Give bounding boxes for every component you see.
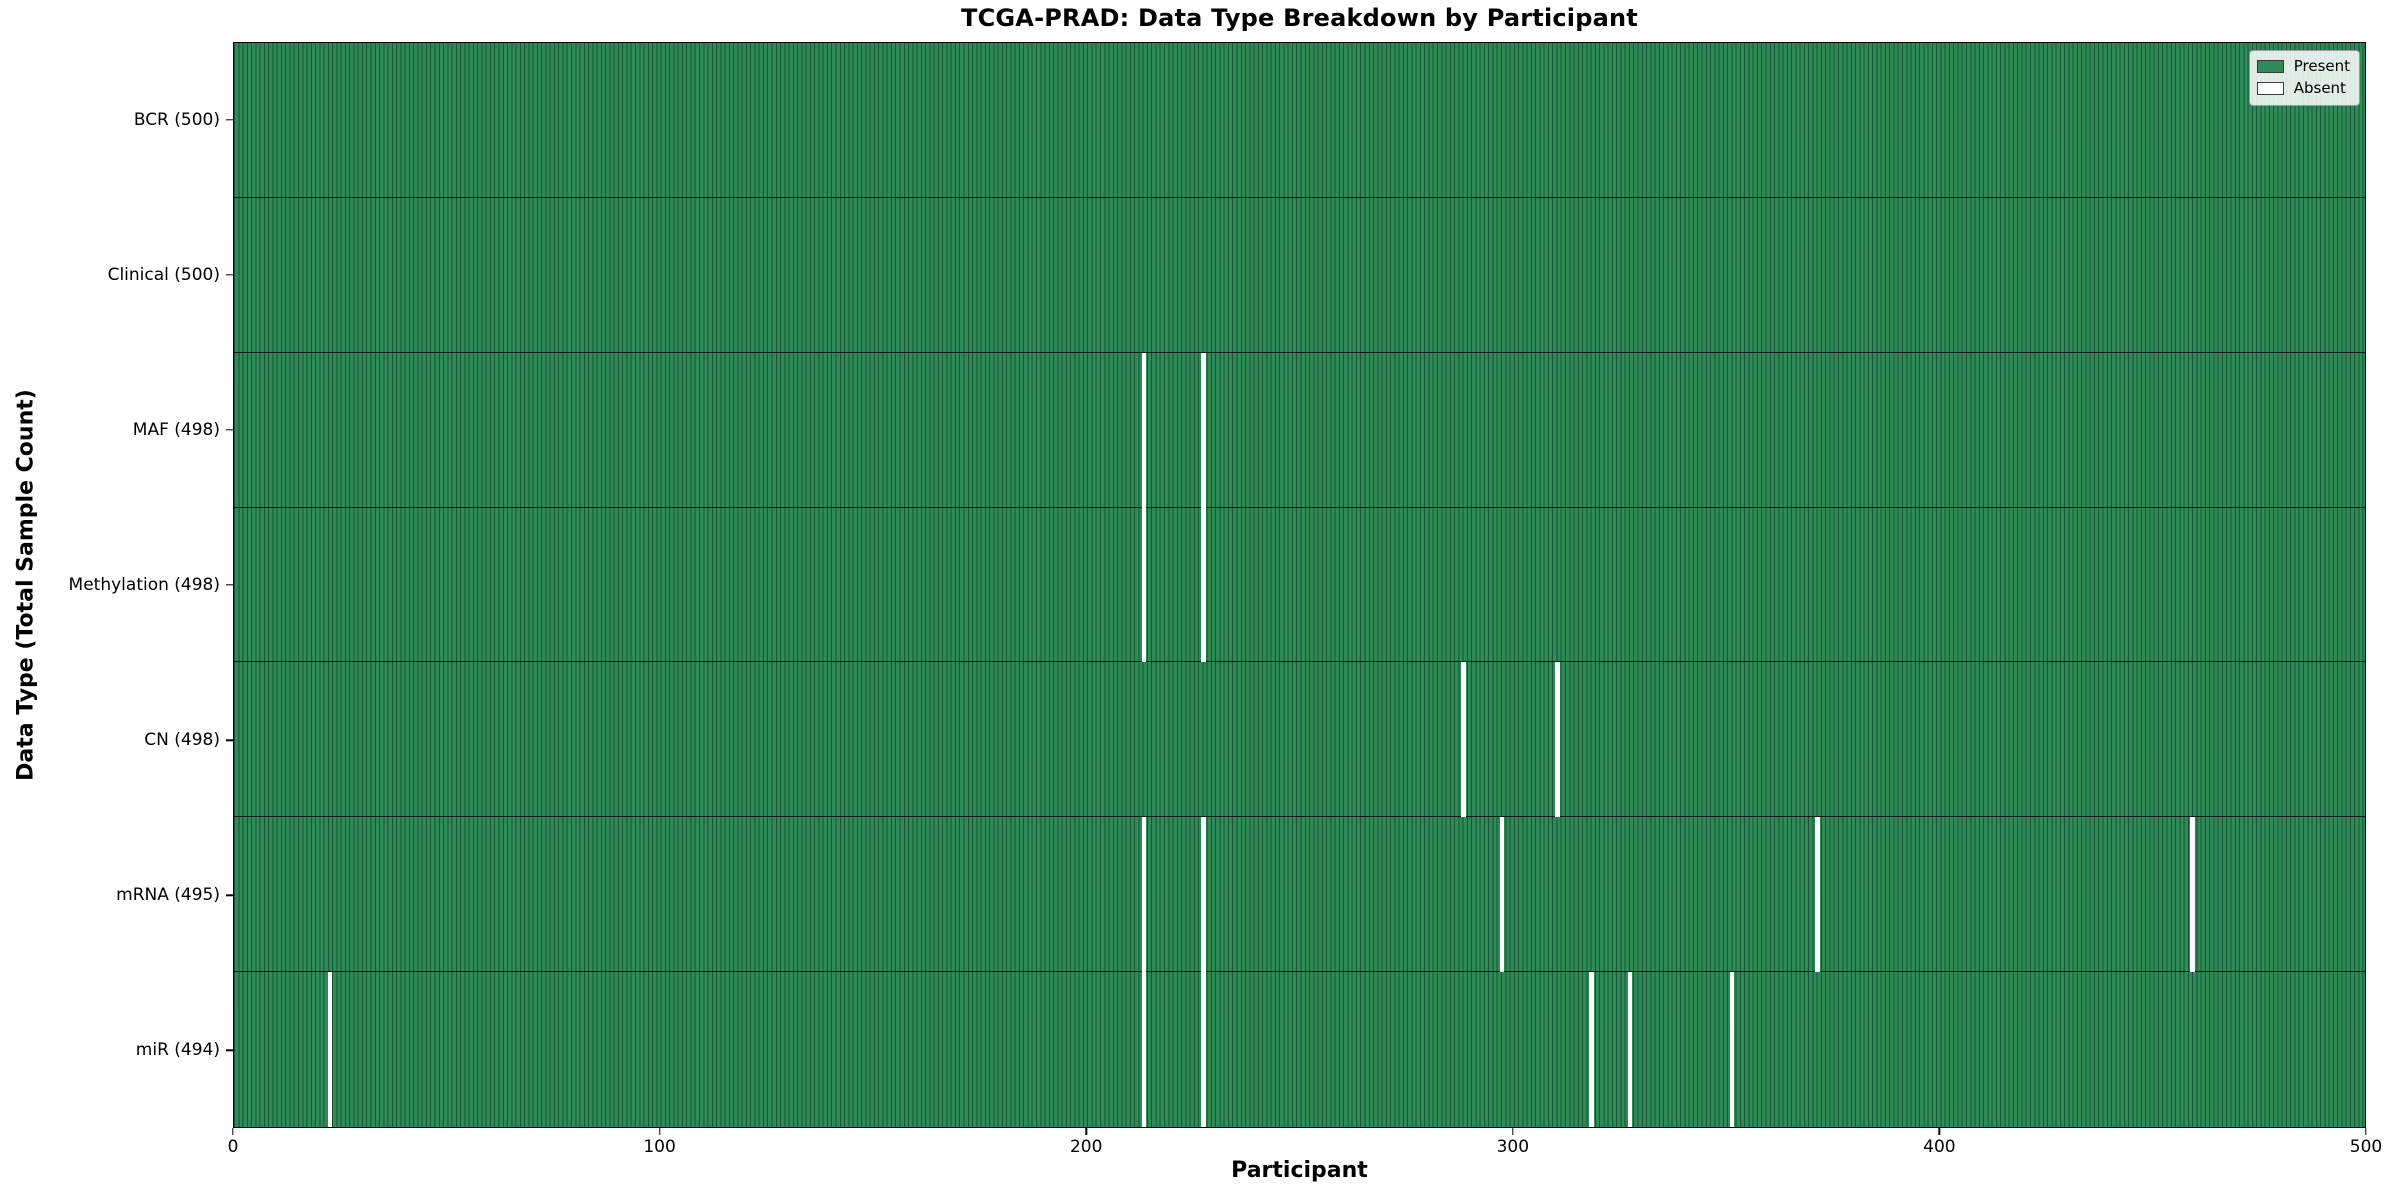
data-row-BCR <box>234 43 2365 198</box>
y-tick-label: Methylation (498) <box>68 575 220 595</box>
y-tick-label: MAF (498) <box>132 419 220 440</box>
x-tick-label: 400 <box>1923 1137 1956 1157</box>
plot-area: Present Absent <box>233 42 2366 1128</box>
x-tick-mark <box>1512 1128 1514 1135</box>
legend-label: Present <box>2293 57 2350 75</box>
absent-cell <box>1201 507 1206 663</box>
legend: Present Absent <box>2248 50 2360 106</box>
x-axis-label: Participant <box>1231 1158 1368 1183</box>
absent-cell <box>1201 972 1206 1127</box>
x-tick-label: 100 <box>643 1137 676 1157</box>
data-row-mRNA <box>234 817 2365 973</box>
absent-cell <box>1201 352 1206 508</box>
heatmap-rows <box>234 43 2365 1127</box>
x-axis-ticks: 0 100 200 300 400 500 <box>228 1128 2382 1172</box>
legend-swatch-absent <box>2256 82 2284 96</box>
absent-cell <box>1815 817 1820 973</box>
absent-cell <box>1627 972 1633 1127</box>
y-tick-mark <box>226 274 233 276</box>
y-tick-mark <box>226 429 233 431</box>
y-axis-ticks: BCR (500) Clinical (500) MAF (498) Methylat… <box>0 42 233 1128</box>
x-tick-label: 0 <box>227 1137 239 1157</box>
legend-swatch-present <box>2256 60 2284 74</box>
y-tick-mark <box>226 894 233 896</box>
absent-gaps <box>234 43 2365 1127</box>
x-tick-mark <box>1085 1128 1087 1135</box>
absent-cell <box>2190 817 2195 973</box>
y-tick-mark <box>226 118 233 121</box>
data-row-Clinical <box>234 198 2365 353</box>
absent-cell <box>1555 662 1560 818</box>
absent-cell <box>327 972 333 1127</box>
legend-entry-present: Present <box>2256 56 2350 78</box>
x-tick-mark <box>2365 1128 2367 1135</box>
y-tick-mark <box>226 584 233 586</box>
y-tick-label: mRNA (495) <box>116 885 220 906</box>
y-tick-mark <box>226 739 233 741</box>
x-tick-label: 300 <box>1496 1137 1530 1157</box>
absent-cell <box>1141 352 1147 508</box>
x-tick-mark <box>658 1128 661 1135</box>
y-tick-label: miR (494) <box>135 1040 220 1061</box>
data-row-CN <box>234 662 2365 818</box>
absent-cell <box>1141 817 1147 973</box>
data-row-MAF <box>234 353 2365 508</box>
x-tick-label: 500 <box>2349 1137 2383 1157</box>
absent-cell <box>1729 972 1735 1127</box>
legend-label: Absent <box>2293 78 2346 97</box>
absent-cell <box>1201 817 1206 973</box>
y-tick-label: CN (498) <box>144 730 220 751</box>
legend-entry-absent: Absent <box>2256 78 2350 100</box>
absent-cell <box>1499 817 1505 973</box>
x-tick-mark <box>232 1128 234 1135</box>
absent-cell <box>1461 662 1466 818</box>
y-tick-mark <box>226 1049 233 1052</box>
data-row-Methylation <box>234 508 2365 663</box>
y-tick-label: Clinical (500) <box>107 264 220 285</box>
absent-cell <box>1141 507 1147 663</box>
x-tick-label: 200 <box>1069 1137 1103 1157</box>
y-tick-label: BCR (500) <box>133 109 220 130</box>
absent-cell <box>1589 972 1594 1127</box>
absent-cell <box>1141 972 1147 1127</box>
x-tick-mark <box>1938 1128 1941 1135</box>
chart-title: TCGA-PRAD: Data Type Breakdown by Partic… <box>961 4 1638 32</box>
